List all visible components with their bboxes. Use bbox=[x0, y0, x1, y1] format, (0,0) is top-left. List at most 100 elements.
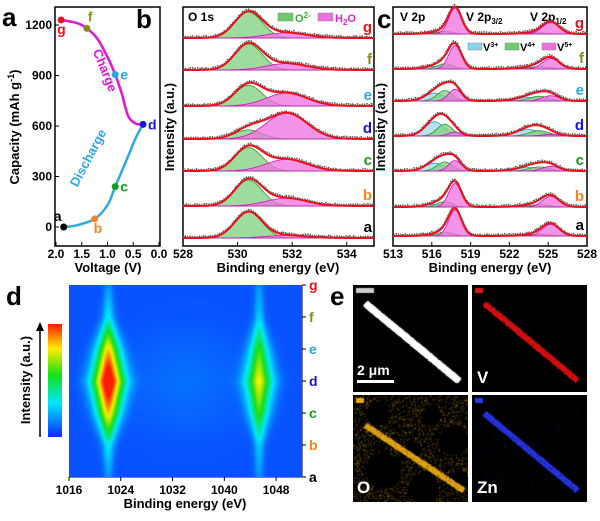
panel-c-ylabel: Intensity (a.u.) bbox=[373, 83, 388, 171]
raw-data-e bbox=[392, 79, 587, 102]
x-tick-label: 2.0 bbox=[48, 247, 65, 261]
x-tick-label: 528 bbox=[577, 247, 597, 261]
marker-g bbox=[57, 16, 65, 24]
state-label-a: a bbox=[576, 217, 585, 234]
legend-v4-text: V4+ bbox=[520, 42, 535, 54]
peak-label-2p32: V 2p3/2 bbox=[466, 10, 503, 26]
panel-c-title: V 2p bbox=[400, 10, 425, 24]
eds-label-o: O bbox=[357, 478, 371, 497]
y-tick-label: 1200 bbox=[25, 18, 52, 32]
raw-data-a bbox=[182, 208, 375, 239]
x-tick-label: 0.0 bbox=[151, 247, 168, 261]
scale-bar-label: 2 μm bbox=[357, 362, 390, 378]
panel-a-ylabel: Capacity (mAh g-1) bbox=[6, 70, 22, 185]
x-tick-label: 0.5 bbox=[125, 247, 142, 261]
x-tick-label: 1016 bbox=[56, 483, 83, 497]
state-label-a: a bbox=[364, 219, 373, 236]
legend-swatch-v5 bbox=[541, 42, 557, 51]
fit-envelope-d bbox=[183, 111, 374, 140]
panel-label-b: b bbox=[136, 4, 152, 34]
x-tick-label: 1024 bbox=[107, 483, 134, 497]
state-label-d: d bbox=[575, 117, 584, 134]
fit-envelope-d bbox=[393, 112, 587, 137]
fit-envelope-g bbox=[183, 10, 374, 39]
panel-d-ylabel: Intensity (a.u.) bbox=[18, 336, 33, 424]
state-label-e: e bbox=[309, 341, 317, 357]
eds-map-haadf bbox=[353, 285, 468, 392]
panel-label-a: a bbox=[2, 2, 17, 32]
state-label-f: f bbox=[367, 51, 373, 68]
state-label-f: f bbox=[579, 50, 585, 67]
state-label-g: g bbox=[309, 277, 318, 293]
legend-v3-text: V3+ bbox=[483, 42, 498, 54]
raw-data-d bbox=[182, 109, 375, 140]
panel-c-xlabel: Binding energy (eV) bbox=[429, 260, 552, 275]
fit-envelope-b bbox=[393, 180, 587, 208]
fit-envelope-c bbox=[393, 153, 587, 172]
marker-label-c: c bbox=[120, 179, 128, 195]
axes-frame bbox=[392, 6, 588, 247]
legend-swatch-v4 bbox=[504, 42, 520, 51]
panel-b-xlabel: Binding energy (eV) bbox=[217, 260, 340, 275]
x-tick-label: 1.0 bbox=[99, 247, 116, 261]
marker-label-b: b bbox=[94, 220, 103, 236]
marker-label-g: g bbox=[57, 21, 66, 37]
eds-label-v: V bbox=[477, 368, 489, 387]
state-label-b: b bbox=[309, 437, 318, 453]
discharge-label: Discharge bbox=[67, 127, 110, 190]
panel-b-ylabel: Intensity (a.u.) bbox=[162, 83, 177, 171]
charge-label: Charge bbox=[90, 47, 121, 94]
marker-label-d: d bbox=[148, 116, 157, 132]
raw-data-g bbox=[392, 3, 588, 35]
y-tick-label: 0 bbox=[45, 220, 52, 234]
panel-c-v2p-plot: V 2p V 2p3/2 V 2p1/2 Binding energy (eV)… bbox=[373, 3, 597, 275]
state-label-g: g bbox=[575, 15, 584, 32]
raw-data-b bbox=[392, 178, 587, 208]
x-tick-label: 513 bbox=[383, 247, 403, 261]
x-tick-label: 1.5 bbox=[73, 247, 90, 261]
fit-component-H2O-e bbox=[183, 92, 374, 107]
legend-o2-text: O2- bbox=[295, 11, 311, 25]
arrow-head-icon bbox=[36, 322, 44, 331]
y-tick-label: 600 bbox=[32, 119, 52, 133]
curve-charge bbox=[60, 18, 144, 126]
legend-swatch-v3 bbox=[467, 42, 483, 51]
eds-label-zn: Zn bbox=[477, 478, 498, 497]
state-label-b: b bbox=[575, 188, 584, 205]
fit-envelope-c bbox=[183, 144, 374, 172]
state-label-g: g bbox=[363, 19, 372, 36]
raw-data-g bbox=[182, 8, 375, 39]
panel-a-xlabel: Voltage (V) bbox=[75, 260, 142, 275]
fit-component-V5+-b bbox=[393, 183, 587, 208]
panel-label-d: d bbox=[6, 281, 22, 311]
marker-a bbox=[60, 223, 68, 231]
legend-v5-text: V5+ bbox=[557, 42, 572, 54]
y-tick-label: 300 bbox=[32, 170, 52, 184]
fit-envelope-g bbox=[393, 5, 587, 35]
state-label-c: c bbox=[364, 152, 372, 169]
x-tick-label: 534 bbox=[337, 247, 357, 261]
eds-map-v bbox=[472, 285, 587, 392]
panel-a-capacity-plot: Voltage (V) Capacity (mAh g-1) 2.0 1.5 1.0… bbox=[6, 6, 168, 275]
fit-envelope-f bbox=[393, 42, 587, 70]
x-tick-label: 522 bbox=[499, 247, 519, 261]
x-tick-label: 530 bbox=[228, 247, 248, 261]
fit-envelope-e bbox=[183, 81, 374, 107]
fit-envelope-f bbox=[183, 41, 374, 71]
colorbar bbox=[48, 324, 62, 437]
panel-b-o1s-plot: O 1s Binding energy (eV) Intensity (a.u.… bbox=[162, 6, 375, 275]
state-label-b: b bbox=[363, 187, 372, 204]
state-label-e: e bbox=[364, 87, 372, 104]
state-label-f: f bbox=[309, 309, 314, 325]
eds-map-o bbox=[353, 395, 468, 502]
panel-d-heatmap: Intensity (a.u.) Binding energy (eV) 101… bbox=[18, 277, 318, 511]
y-tick-label: 900 bbox=[32, 69, 52, 83]
state-label-d: d bbox=[363, 120, 372, 137]
marker-f bbox=[83, 24, 91, 32]
state-label-c: c bbox=[309, 405, 317, 421]
x-tick-label: 1048 bbox=[263, 483, 290, 497]
scale-bar bbox=[357, 380, 394, 383]
fit-component-H2O-d bbox=[183, 112, 374, 140]
